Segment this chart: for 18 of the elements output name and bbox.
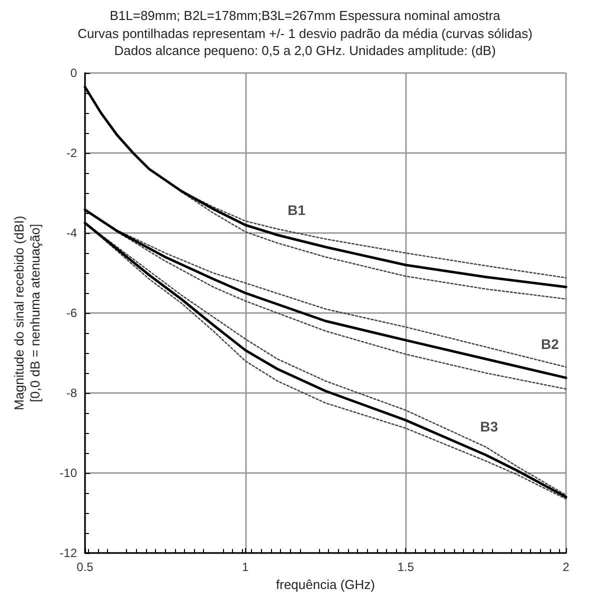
annotation: B1 (288, 202, 306, 218)
x-tick-label: 0.5 (76, 560, 94, 574)
x-tick-label: 1 (242, 560, 249, 574)
annotation: B3 (480, 418, 498, 435)
y-tick-label: -10 (60, 466, 78, 480)
annotation: B2 (541, 336, 560, 352)
chart-title: B1L=89mm; B2L=178mm;B3L=267mm Espessura nominal amostra (110, 8, 502, 23)
y-tick-label: 0 (70, 66, 78, 80)
y-tick-label: -2 (66, 146, 78, 160)
x-tick-label: 2 (562, 560, 570, 574)
y-tick-label: -6 (66, 306, 78, 320)
x-axis-title: frequência (GHz) (276, 576, 375, 592)
x-tick-label: 1.5 (397, 560, 414, 574)
y-tick-label: -8 (66, 386, 78, 400)
y-axis-title: Magnitude do sinal recebido (dBI) [0,0 dB = nenhuma atenuação] (12, 216, 42, 410)
y-tick-label: -12 (60, 546, 78, 560)
y-tick-label: -4 (66, 226, 78, 240)
chart-subtitle: Curvas pontilhadas representam +/- 1 desvio padrão da média (curvas sólidas) Dados alcance pequeno: 0,5 a 2,0 GHz. Unidades amplitude: (dB) (78, 26, 532, 58)
